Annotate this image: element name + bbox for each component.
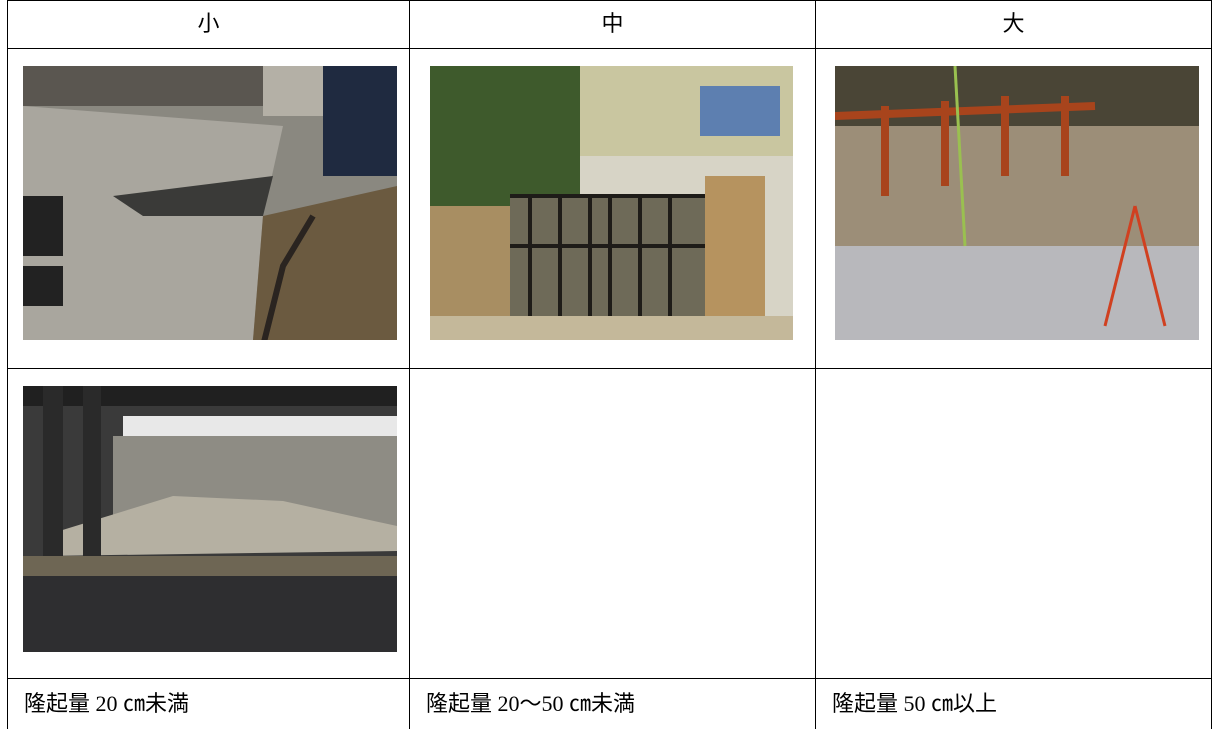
caption-cell: 隆起量 20～50 ㎝未満 (426, 691, 636, 716)
border (409, 0, 410, 729)
photo (835, 66, 1199, 340)
border (7, 678, 1212, 679)
header-cell: 小 (197, 11, 220, 36)
header-cell: 中 (601, 11, 624, 36)
caption-cell: 隆起量 20 ㎝未満 (24, 691, 190, 716)
photo (430, 66, 793, 340)
header-cell: 大 (1002, 11, 1025, 36)
photo (23, 66, 397, 340)
border (7, 48, 1212, 49)
caption-cell: 隆起量 50 ㎝以上 (832, 691, 998, 716)
photo (23, 386, 397, 652)
border (7, 0, 8, 729)
border (1211, 0, 1212, 729)
border (815, 0, 816, 729)
border (7, 0, 1212, 1)
border (7, 368, 1212, 369)
